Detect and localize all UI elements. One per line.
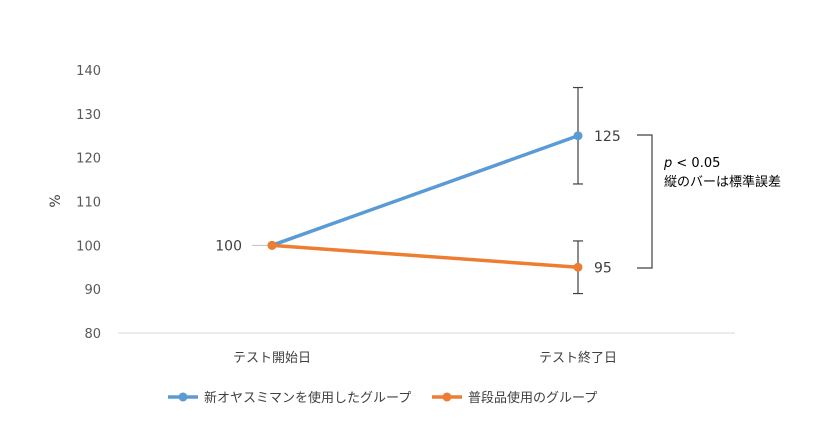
y-tick-label: 120: [76, 152, 101, 167]
series-line: [270, 243, 580, 269]
p-letter: p: [663, 156, 672, 171]
y-tick-label: 80: [84, 327, 101, 342]
data-label: 125: [594, 129, 621, 145]
y-axis-label: %: [48, 194, 64, 207]
y-tick-label: 130: [76, 108, 101, 123]
data-labels: 100 125 95: [215, 129, 620, 277]
legend-swatch-marker: [178, 392, 188, 402]
y-tick-label: 100: [76, 239, 101, 254]
series-group: [252, 86, 583, 295]
legend: 新オヤスミマンを使用したグループ 普段品使用のグループ: [168, 390, 597, 406]
legend-label: 新オヤスミマンを使用したグループ: [204, 390, 411, 406]
error-bar-note: 縦のバーは標準誤差: [664, 174, 781, 190]
series-2: [267, 240, 583, 295]
y-tick-label: 110: [76, 196, 101, 211]
significance-bracket: [637, 134, 653, 269]
x-tick-label: テスト開始日: [233, 351, 311, 366]
legend-swatch-marker: [442, 392, 452, 402]
data-point: [267, 240, 277, 250]
series-line: [270, 134, 580, 248]
y-axis: 80 90 100 110 120 130 140: [76, 64, 101, 342]
p-threshold: < 0.05: [672, 156, 720, 171]
series-1: [267, 86, 583, 250]
x-axis: テスト開始日 テスト終了日: [118, 332, 735, 366]
data-label: 95: [594, 260, 612, 276]
data-label: 100: [215, 238, 242, 254]
legend-item: 普段品使用のグループ: [432, 390, 597, 406]
p-value-annotation: p < 0.05: [663, 156, 720, 171]
data-point: [573, 131, 583, 141]
bracket-line: [637, 134, 653, 269]
legend-label: 普段品使用のグループ: [468, 390, 597, 406]
y-tick-label: 90: [84, 283, 101, 298]
y-tick-label: 140: [76, 64, 101, 79]
x-tick-label: テスト終了日: [539, 350, 617, 366]
legend-item: 新オヤスミマンを使用したグループ: [168, 390, 411, 406]
data-point: [573, 262, 583, 272]
